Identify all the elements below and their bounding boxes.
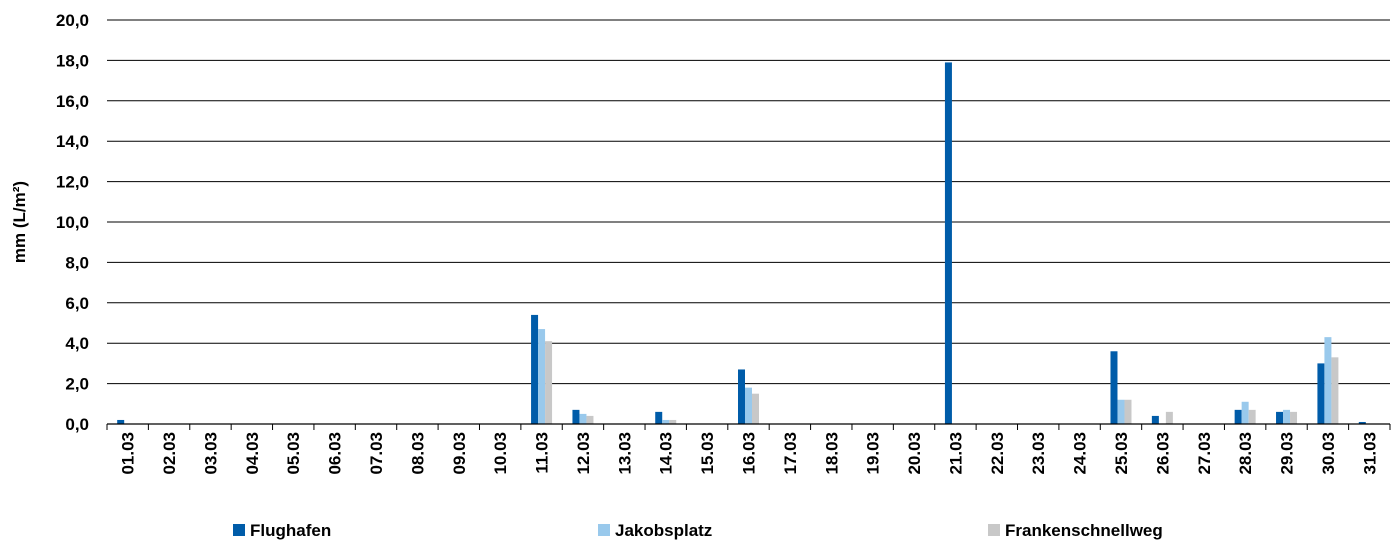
x-tick-label: 05.03 — [284, 432, 303, 475]
y-tick-label: 6,0 — [65, 294, 89, 313]
x-tick-label: 04.03 — [243, 432, 262, 475]
bars — [117, 62, 1366, 425]
x-tick-label: 21.03 — [946, 432, 965, 475]
bar-frankenschnellweg-11.03 — [545, 341, 553, 424]
x-tick-label: 08.03 — [408, 432, 427, 475]
x-tick-label: 16.03 — [740, 432, 759, 475]
x-tick-label: 22.03 — [988, 432, 1007, 475]
legend-label: Jakobsplatz — [615, 521, 712, 540]
bar-flughafen-25.03 — [1110, 351, 1118, 424]
y-tick-label: 0,0 — [65, 415, 89, 434]
x-tick-label: 17.03 — [781, 432, 800, 475]
x-tick-label: 20.03 — [905, 432, 924, 475]
x-tick-label: 27.03 — [1195, 432, 1214, 475]
x-tick-label: 18.03 — [822, 432, 841, 475]
bar-flughafen-12.03 — [572, 409, 580, 424]
bar-flughafen-21.03 — [944, 62, 952, 425]
x-tick-label: 11.03 — [533, 432, 552, 474]
bar-flughafen-14.03 — [655, 411, 663, 424]
x-tick-label: 24.03 — [1071, 432, 1090, 475]
x-axis-ticks: 01.03 02.03 03.03 04.03 05.03 06.03 07.03 08.03… — [119, 432, 1380, 475]
x-tick-label: 29.03 — [1278, 432, 1297, 475]
x-tick-label: 09.03 — [450, 432, 469, 475]
y-tick-label: 4,0 — [65, 334, 89, 353]
x-tick-label: 23.03 — [1029, 432, 1048, 475]
x-tick-label: 28.03 — [1236, 432, 1255, 475]
bar-flughafen-29.03 — [1276, 411, 1284, 424]
bar-flughafen-26.03 — [1151, 415, 1159, 424]
legend-label: Frankenschnellweg — [1005, 521, 1163, 540]
y-tick-label: 10,0 — [56, 213, 89, 232]
legend-label: Flughafen — [250, 521, 331, 540]
x-tick-label: 07.03 — [367, 432, 386, 475]
bar-jakobsplatz-12.03 — [579, 413, 587, 424]
legend-swatch — [233, 524, 245, 536]
x-tick-label: 15.03 — [698, 432, 717, 475]
bar-frankenschnellweg-14.03 — [669, 419, 677, 424]
bar-jakobsplatz-29.03 — [1283, 409, 1291, 424]
bar-flughafen-01.03 — [117, 419, 125, 424]
x-tick-label: 26.03 — [1153, 432, 1172, 475]
x-tick-label: 01.03 — [119, 432, 138, 475]
y-tick-label: 8,0 — [65, 253, 89, 272]
bar-frankenschnellweg-12.03 — [586, 415, 594, 424]
y-tick-label: 2,0 — [65, 375, 89, 394]
x-tick-label: 30.03 — [1319, 432, 1338, 475]
bar-jakobsplatz-25.03 — [1117, 399, 1125, 424]
legend-swatch — [598, 524, 610, 536]
bar-frankenschnellweg-16.03 — [752, 393, 759, 424]
legend: Flughafen Jakobsplatz Frankenschnellweg — [233, 521, 1163, 540]
y-tick-label: 14,0 — [56, 132, 89, 151]
bar-frankenschnellweg-26.03 — [1165, 411, 1173, 424]
bar-flughafen-30.03 — [1317, 363, 1325, 424]
x-tick-label: 14.03 — [657, 432, 676, 475]
x-tick-label: 25.03 — [1112, 432, 1131, 475]
y-tick-label: 16,0 — [56, 92, 89, 111]
grid-lines — [107, 19, 1390, 385]
bar-flughafen-11.03 — [531, 314, 539, 424]
x-tick-label: 19.03 — [864, 432, 883, 475]
x-axis — [106, 423, 1391, 430]
bar-jakobsplatz-11.03 — [538, 329, 546, 424]
x-tick-label: 10.03 — [491, 432, 510, 475]
y-tick-label: 20,0 — [56, 11, 89, 30]
y-tick-label: 18,0 — [56, 51, 89, 70]
bar-jakobsplatz-16.03 — [745, 387, 752, 424]
bar-jakobsplatz-30.03 — [1324, 337, 1332, 424]
bar-jakobsplatz-14.03 — [662, 419, 670, 424]
bar-frankenschnellweg-28.03 — [1248, 409, 1256, 424]
bar-frankenschnellweg-29.03 — [1290, 411, 1298, 424]
y-axis-ticks: 0,0 2,0 4,0 6,0 8,0 10,0 12,0 14,0 16,0 18,0 20,0 — [56, 11, 89, 434]
bar-flughafen-16.03 — [738, 369, 745, 424]
x-tick-label: 13.03 — [615, 432, 634, 475]
bar-frankenschnellweg-30.03 — [1331, 357, 1339, 424]
x-tick-label: 12.03 — [574, 432, 593, 475]
x-tick-label: 02.03 — [160, 432, 179, 475]
bar-jakobsplatz-28.03 — [1241, 401, 1249, 424]
x-tick-label: 31.03 — [1360, 432, 1379, 475]
y-tick-label: 12,0 — [56, 173, 89, 192]
y-axis-label: mm (L/m²) — [10, 181, 29, 263]
x-tick-label: 03.03 — [201, 432, 220, 475]
bar-flughafen-28.03 — [1234, 409, 1242, 424]
x-tick-label: 06.03 — [326, 432, 345, 475]
bar-flughafen-31.03 — [1358, 421, 1366, 424]
legend-swatch — [988, 524, 1000, 536]
bar-frankenschnellweg-25.03 — [1124, 399, 1132, 424]
